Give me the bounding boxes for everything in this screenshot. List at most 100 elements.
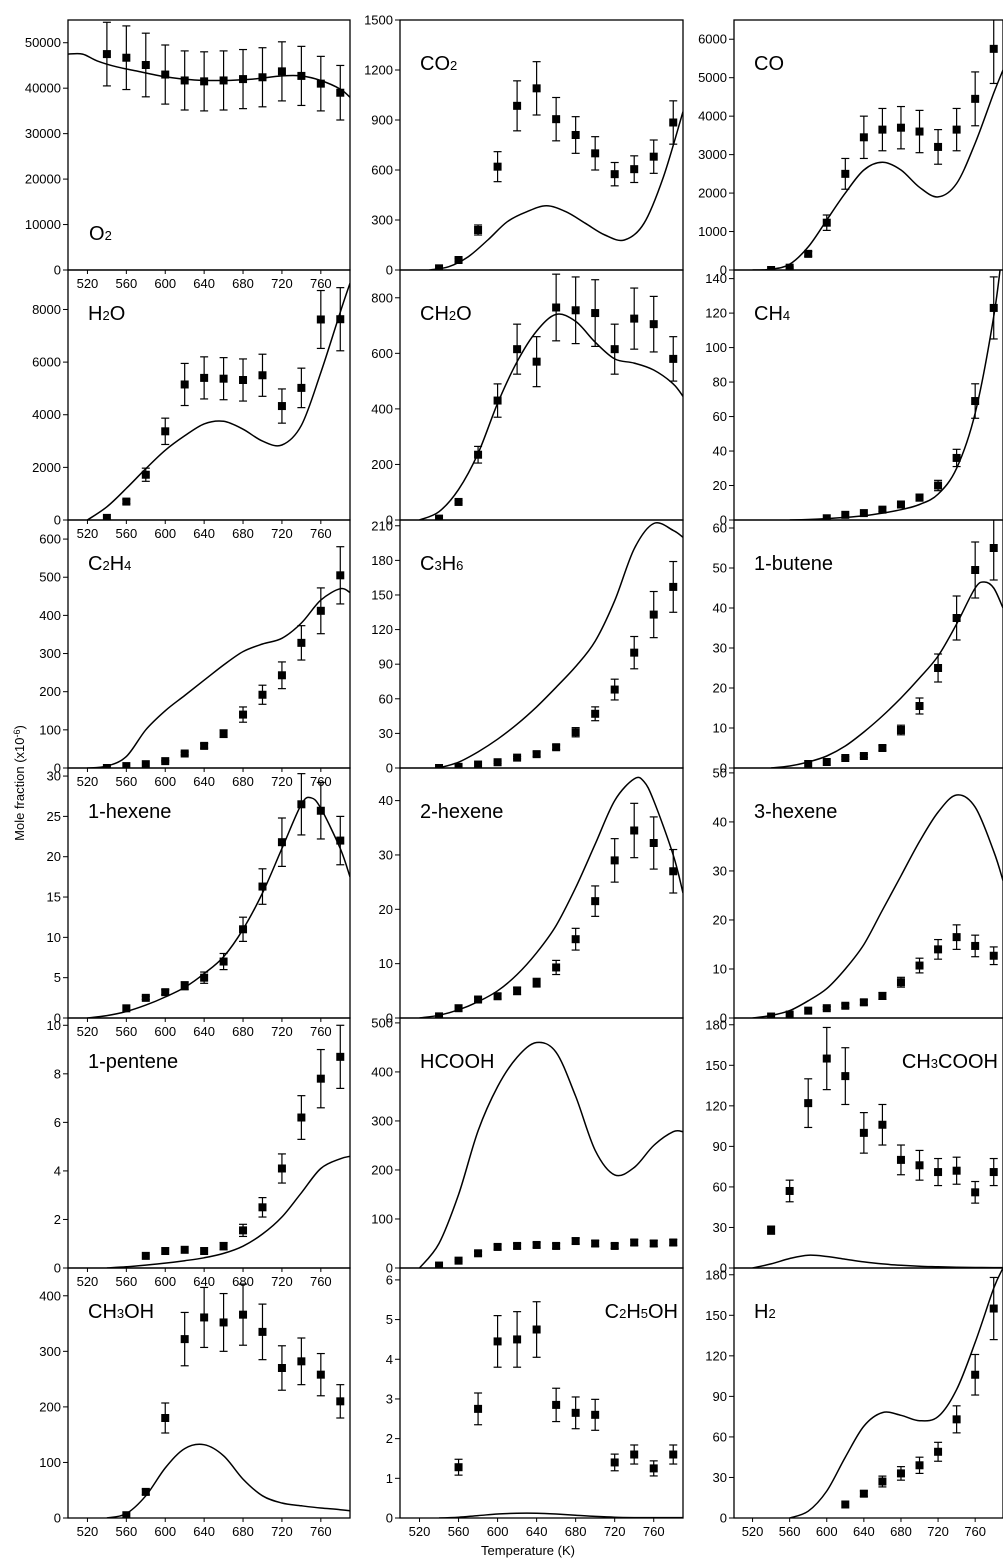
x-tick-label: 720 [271,1524,293,1539]
data-point [952,1415,961,1424]
data-point [896,1155,905,1164]
y-tick-label: 30 [713,1470,727,1485]
data-point [934,664,943,672]
plot-area [86,282,350,520]
data-point [513,101,522,110]
panel-label-subscript: 2 [102,558,109,573]
data-point [239,1226,248,1235]
data-point [630,826,639,835]
data-point [200,1313,209,1322]
plot-area [87,546,350,768]
data-point [200,1247,209,1256]
panel-7: 0 100 200 300 400 500 600 520 560 600 640 680 720 760… [39,519,351,789]
data-point [316,1370,325,1379]
x-tick-label: 520 [742,1524,764,1539]
y-tick-label: 180 [705,1267,727,1282]
y-tick-label: 10 [713,961,727,976]
y-tick-label: 40 [713,601,727,616]
data-point [435,1261,444,1268]
data-point [804,760,813,768]
data-point [277,838,286,847]
panel-label-text: H [754,1301,768,1323]
data-point [878,1120,887,1129]
data-point [277,402,286,411]
y-tick-label: 100 [39,722,61,737]
data-point [989,1168,998,1177]
data-point [277,671,286,680]
panel-label-subscript: 3 [434,558,441,573]
panel-label-subscript: 3 [931,1056,938,1071]
data-point [297,638,306,647]
data-point [669,582,678,591]
data-point [336,1052,345,1061]
y-tick-label: 30 [713,863,727,878]
panel-label: CH3OH [88,1301,154,1323]
panel-16: 0 100 200 300 400 520 560 600 640 680 720 760 CH3OH [39,1267,351,1539]
data-point [952,614,961,622]
panel-label: 1-hexene [88,801,171,823]
panel-label: CH3COOH [902,1051,998,1073]
panel-label-subscript: 2 [102,308,109,323]
data-point [896,500,905,509]
y-tick-label: 120 [371,622,393,637]
data-point [258,73,267,82]
data-point [630,1450,639,1459]
y-tick-label: 4000 [32,407,61,422]
data-point [878,1477,887,1486]
data-point [610,685,619,694]
panel-label: 1-butene [754,553,833,575]
data-point [952,933,961,942]
y-tick-label: 0 [386,1011,393,1026]
x-tick-label: 600 [816,1524,838,1539]
x-tick-label: 560 [115,526,137,541]
panel-label: CH4 [754,303,790,325]
data-point [277,1164,286,1173]
data-point [513,1335,522,1344]
data-point [200,741,209,750]
x-tick-label: 600 [154,1024,176,1039]
model-line [87,796,350,1018]
data-point [552,1400,561,1409]
data-point [896,123,905,132]
model-line [86,282,350,520]
panel-label-text: HCOOH [420,1051,494,1073]
data-point [649,839,658,847]
panel-12: 0 10 20 30 40 50 3-hexene [713,765,1003,1026]
data-point [915,1161,924,1170]
panel-label: CO2 [420,53,457,75]
data-point [258,371,267,380]
data-point [180,981,189,990]
data-point [859,133,868,142]
y-tick-label: 0 [386,761,393,776]
data-point [532,357,541,366]
data-point [878,991,887,1000]
panel-2: 0 300 600 900 1200 1500 CO2 [364,13,684,278]
y-tick-label: 6 [54,1115,61,1130]
y-tick-label: 60 [379,691,393,706]
data-point [316,79,325,88]
data-point [493,992,502,1001]
x-tick-label: 600 [487,1524,509,1539]
panel-label-subscript: 2 [105,228,112,243]
x-tick-label: 560 [115,774,137,789]
data-point [649,320,658,329]
data-point [591,149,600,158]
plot-area [789,270,1001,520]
data-point [552,743,561,752]
data-point [532,750,541,759]
data-point [141,1251,150,1260]
x-tick-label: 720 [271,276,293,291]
data-point [610,856,619,865]
data-point [474,760,483,768]
data-point [669,118,678,127]
x-tick-label: 640 [526,1524,548,1539]
model-line [752,1254,1003,1268]
y-tick-label: 120 [705,1348,727,1363]
plot-area [419,776,683,1018]
data-point [971,941,980,950]
panel-13: 0 2 4 6 8 10 520 560 600 640 680 720 760 1-pentene [47,1017,351,1289]
panel-label: H2 [754,1301,776,1323]
x-tick-label: 720 [271,1024,293,1039]
data-point [454,1004,463,1013]
data-point [859,752,868,760]
